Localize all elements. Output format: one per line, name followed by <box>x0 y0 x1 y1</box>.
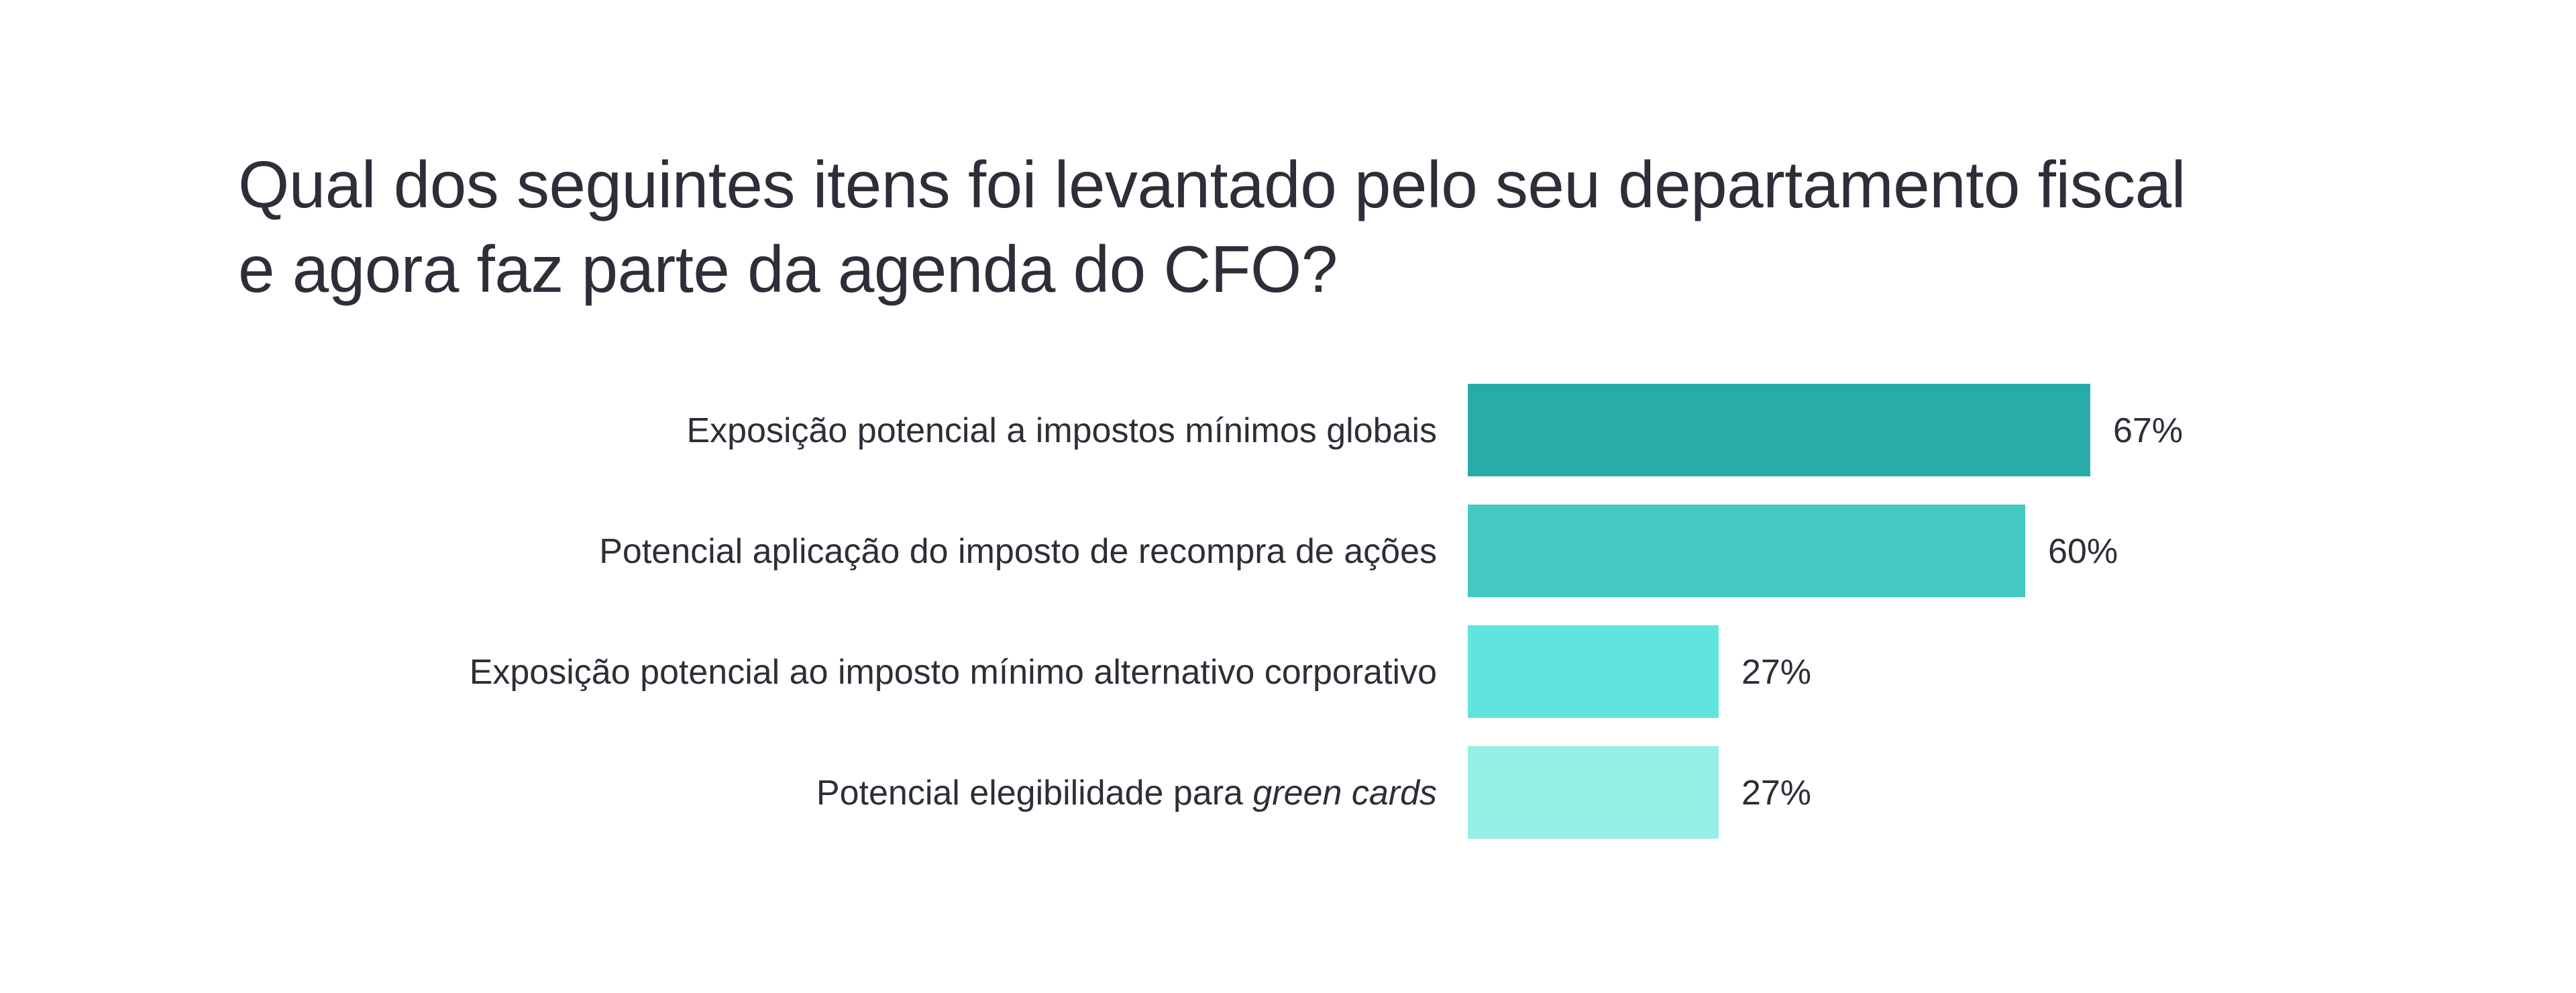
chart-title: Qual dos seguintes itens foi levantado p… <box>238 142 2452 311</box>
value-label-1: 67% <box>2113 411 2183 450</box>
category-label-3: Exposição potencial ao imposto mínimo al… <box>470 653 1437 692</box>
value-label-4: 27% <box>1741 774 1811 813</box>
value-label-3: 27% <box>1741 653 1811 692</box>
category-label-group: Exposição potencial a impostos mínimos g… <box>470 411 1437 813</box>
category-label-2: Potencial aplicação do imposto de recomp… <box>599 532 1437 571</box>
value-label-2: 60% <box>2048 532 2118 571</box>
category-label-1: Exposição potencial a impostos mínimos g… <box>686 411 1437 450</box>
chart-title-line-2: e agora faz parte da agenda do CFO? <box>238 232 1338 306</box>
bar-2 <box>1468 505 2025 597</box>
bar-group <box>1468 384 2090 839</box>
bar-1 <box>1468 384 2090 476</box>
value-label-group: 67% 60% 27% 27% <box>1741 411 2183 813</box>
bar-3 <box>1468 625 1719 718</box>
bar-4 <box>1468 746 1719 839</box>
category-label-4: Potencial elegibilidade para green cards <box>816 774 1437 813</box>
chart-title-line-1: Qual dos seguintes itens foi levantado p… <box>238 148 2186 221</box>
